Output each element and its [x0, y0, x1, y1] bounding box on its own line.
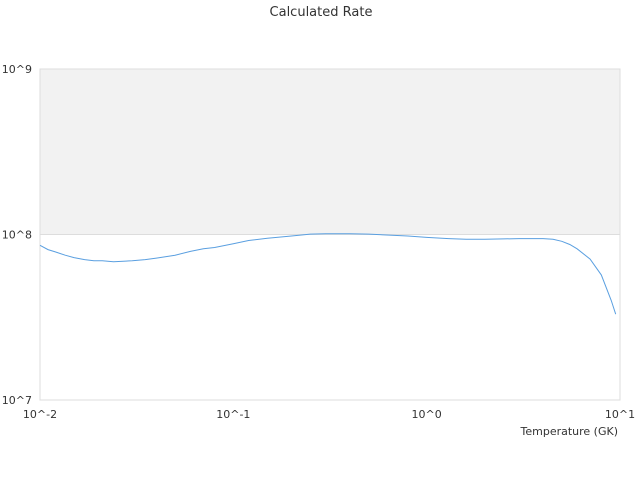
x-tick-label: 10^1: [605, 408, 635, 421]
x-axis-label: Temperature (GK): [520, 425, 619, 438]
plot-area: [39, 68, 621, 401]
x-tick-label: 10^-2: [23, 408, 57, 421]
upper-band: [40, 69, 620, 235]
x-tick-label: 10^0: [412, 408, 442, 421]
y-tick-label: 10^9: [2, 63, 32, 76]
series-line: [39, 233, 617, 315]
y-tick-label: 10^8: [2, 229, 32, 242]
y-tick-label: 10^7: [2, 394, 32, 407]
y-axis: 10^7 10^8 10^9: [2, 63, 32, 407]
x-axis: 10^-2 10^-1 10^0 10^1: [23, 408, 635, 421]
x-tick-label: 10^-1: [216, 408, 250, 421]
chart-title: Calculated Rate: [270, 5, 373, 20]
